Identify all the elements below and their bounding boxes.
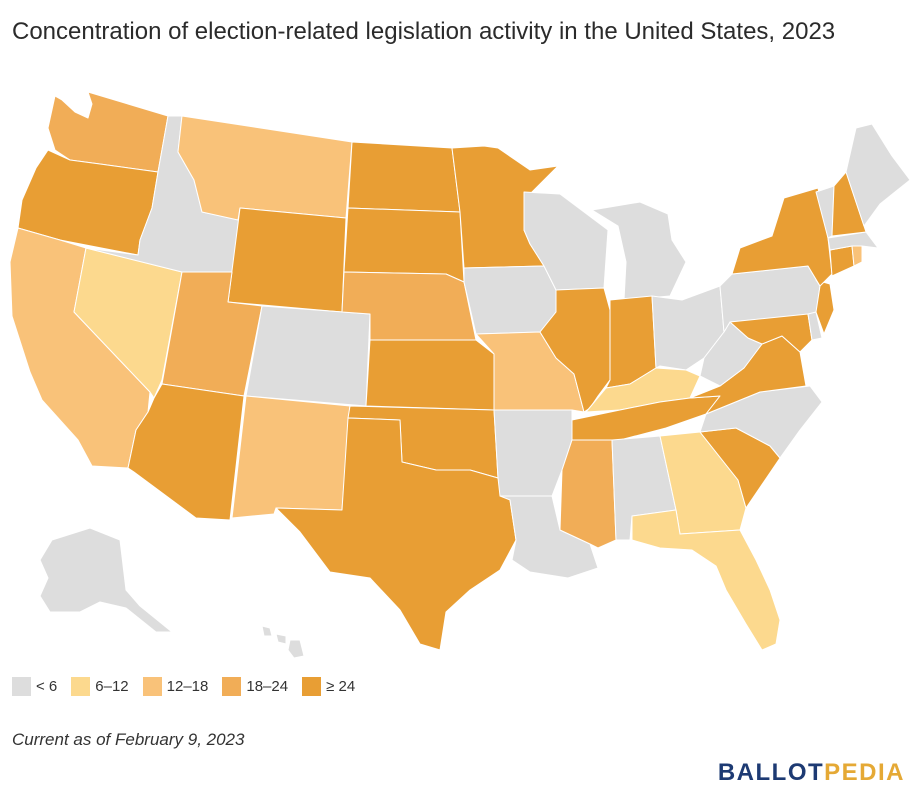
legend-label: 12–18 <box>166 678 209 695</box>
state-sd[interactable] <box>343 207 465 283</box>
state-mt[interactable] <box>177 115 353 221</box>
state-co[interactable] <box>245 305 371 407</box>
legend-item: 12–18 <box>142 677 209 696</box>
legend-swatch <box>302 677 322 696</box>
state-nd[interactable] <box>347 141 461 213</box>
state-de[interactable] <box>807 311 823 341</box>
state-hi[interactable] <box>261 625 305 659</box>
legend-item: 18–24 <box>222 677 288 696</box>
state-ar[interactable] <box>493 409 573 497</box>
state-ak[interactable] <box>39 527 173 633</box>
footnote: Current as of February 9, 2023 <box>12 730 245 749</box>
legend-label: 18–24 <box>246 678 289 695</box>
state-ks[interactable] <box>365 339 495 411</box>
legend-item: < 6 <box>12 677 57 696</box>
state-me[interactable] <box>845 123 911 227</box>
state-mi[interactable] <box>591 201 687 301</box>
state-la[interactable] <box>499 495 599 579</box>
state-az[interactable] <box>127 383 245 521</box>
legend-label: 6–12 <box>95 678 129 695</box>
state-tx[interactable] <box>275 417 517 651</box>
legend-label: ≥ 24 <box>326 678 356 695</box>
legend-swatch <box>222 677 242 696</box>
state-nm[interactable] <box>231 395 351 519</box>
state-wy[interactable] <box>227 207 347 313</box>
state-ms[interactable] <box>559 439 617 549</box>
state-il[interactable] <box>539 287 611 413</box>
legend-swatch <box>71 677 91 696</box>
state-ct[interactable] <box>829 245 855 277</box>
legend-label: < 6 <box>36 678 58 695</box>
legend-item: 6–12 <box>71 677 129 696</box>
state-fl[interactable] <box>631 509 781 651</box>
ballotpedia-logo: BALLOTPEDIA <box>718 759 905 787</box>
legend-swatch <box>12 677 31 696</box>
state-nh[interactable] <box>831 171 867 237</box>
legend-item: ≥ 24 <box>302 677 355 696</box>
legend-swatch <box>142 677 162 696</box>
logo-part-ballot: BALLOT <box>717 759 825 786</box>
chart-title: Concentration of election-related legisl… <box>12 18 836 45</box>
state-ri[interactable] <box>851 245 863 267</box>
logo-part-pedia: PEDIA <box>824 759 905 786</box>
state-ia[interactable] <box>463 265 557 335</box>
legend: < 6 6–12 12–18 18–24 ≥ 24 <box>12 677 355 696</box>
